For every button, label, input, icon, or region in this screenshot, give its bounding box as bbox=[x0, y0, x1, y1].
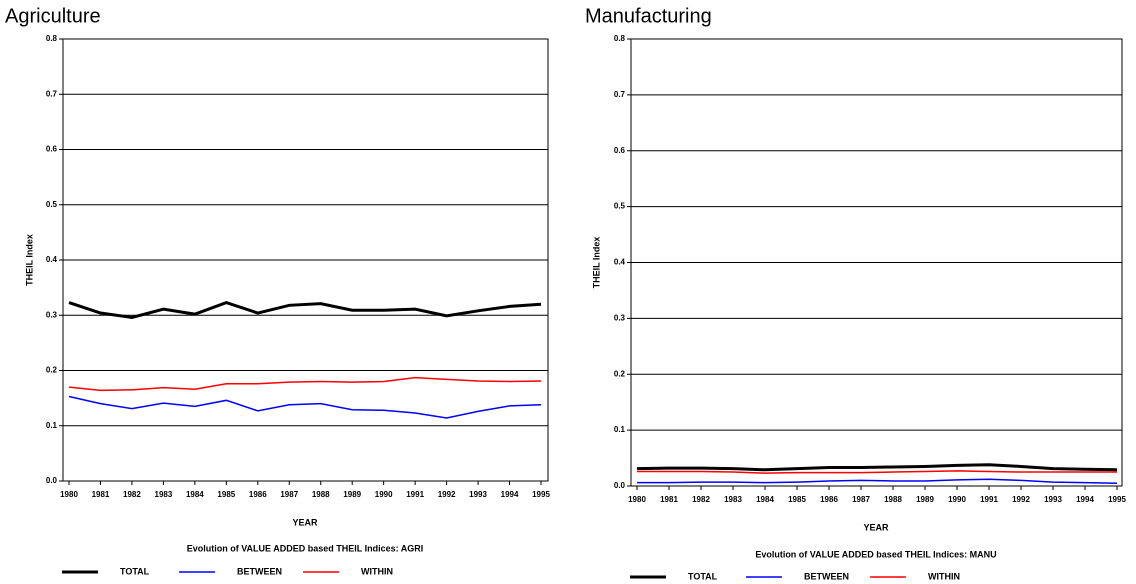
x-tick-label: 1986 bbox=[820, 495, 838, 504]
y-tick-label: 0.7 bbox=[614, 90, 626, 99]
x-tick-label: 1981 bbox=[92, 490, 110, 499]
x-tick-label: 1983 bbox=[155, 490, 173, 499]
series-line bbox=[68, 395, 542, 419]
x-tick-label: 1987 bbox=[280, 490, 298, 499]
x-tick-label: 1988 bbox=[312, 490, 330, 499]
series-line bbox=[637, 478, 1118, 484]
x-tick-label: 1981 bbox=[660, 495, 678, 504]
plot-frame bbox=[62, 38, 549, 482]
x-tick-label: 1990 bbox=[948, 495, 966, 504]
y-tick-label: 0.2 bbox=[46, 366, 58, 375]
x-tick-label: 1980 bbox=[628, 495, 646, 504]
legend-label: BETWEEN bbox=[804, 571, 849, 581]
x-tick-label: 1984 bbox=[756, 495, 774, 504]
y-tick-label: 0.3 bbox=[46, 310, 58, 319]
y-tick-label: 0.0 bbox=[46, 476, 58, 485]
x-tick-label: 1982 bbox=[692, 495, 710, 504]
x-tick-label: 1993 bbox=[469, 490, 487, 499]
y-tick-label: 0.4 bbox=[614, 258, 626, 267]
x-tick-label: 1992 bbox=[1012, 495, 1030, 504]
y-tick-label: 0.1 bbox=[614, 425, 626, 434]
series-line bbox=[637, 470, 1117, 474]
legend-label: WITHIN bbox=[361, 566, 393, 576]
legend-label: WITHIN bbox=[928, 571, 960, 581]
caption: Evolution of VALUE ADDED based THEIL Ind… bbox=[755, 549, 996, 559]
x-tick-label: 1994 bbox=[1076, 495, 1094, 504]
chart-title: Agriculture bbox=[5, 5, 101, 27]
legend-label: BETWEEN bbox=[237, 566, 282, 576]
legend-label: TOTAL bbox=[688, 571, 718, 581]
x-tick-label: 1984 bbox=[186, 490, 204, 499]
x-tick-label: 1994 bbox=[501, 490, 519, 499]
x-tick-label: 1989 bbox=[916, 495, 934, 504]
y-tick-label: 0.3 bbox=[614, 313, 626, 322]
y-tick-label: 0.0 bbox=[614, 481, 626, 490]
y-axis-label: THEIL Index bbox=[591, 237, 601, 289]
series-line bbox=[68, 300, 542, 319]
x-tick-label: 1988 bbox=[884, 495, 902, 504]
x-tick-label: 1995 bbox=[532, 490, 550, 499]
caption: Evolution of VALUE ADDED based THEIL Ind… bbox=[187, 543, 424, 553]
x-tick-label: 1989 bbox=[343, 490, 361, 499]
y-tick-label: 0.2 bbox=[614, 369, 626, 378]
y-tick-label: 0.6 bbox=[46, 145, 58, 154]
y-tick-label: 0.5 bbox=[614, 202, 626, 211]
x-tick-label: 1991 bbox=[406, 490, 424, 499]
x-axis-label: YEAR bbox=[863, 522, 889, 532]
x-tick-label: 1983 bbox=[724, 495, 742, 504]
y-tick-label: 0.1 bbox=[46, 421, 58, 430]
x-tick-label: 1995 bbox=[1108, 495, 1126, 504]
x-tick-label: 1991 bbox=[980, 495, 998, 504]
y-tick-label: 0.6 bbox=[614, 146, 626, 155]
y-axis-label: THEIL Index bbox=[24, 234, 34, 286]
x-tick-label: 1987 bbox=[852, 495, 870, 504]
y-tick-label: 0.8 bbox=[46, 34, 58, 43]
y-tick-label: 0.4 bbox=[46, 255, 58, 264]
series-line bbox=[636, 463, 1118, 472]
y-tick-label: 0.5 bbox=[46, 200, 58, 209]
plot-frame bbox=[630, 38, 1123, 487]
x-tick-label: 1985 bbox=[788, 495, 806, 504]
y-tick-label: 0.8 bbox=[614, 34, 626, 43]
x-tick-label: 1986 bbox=[249, 490, 267, 499]
x-axis-label: YEAR bbox=[292, 517, 318, 527]
chart-title: Manufacturing bbox=[585, 5, 712, 27]
x-tick-label: 1992 bbox=[438, 490, 456, 499]
x-tick-label: 1993 bbox=[1044, 495, 1062, 504]
x-tick-label: 1990 bbox=[375, 490, 393, 499]
legend-label: TOTAL bbox=[120, 566, 150, 576]
x-tick-label: 1985 bbox=[217, 490, 235, 499]
x-tick-label: 1980 bbox=[60, 490, 78, 499]
y-tick-label: 0.7 bbox=[46, 89, 58, 98]
x-tick-label: 1982 bbox=[123, 490, 141, 499]
series-line bbox=[68, 376, 542, 392]
